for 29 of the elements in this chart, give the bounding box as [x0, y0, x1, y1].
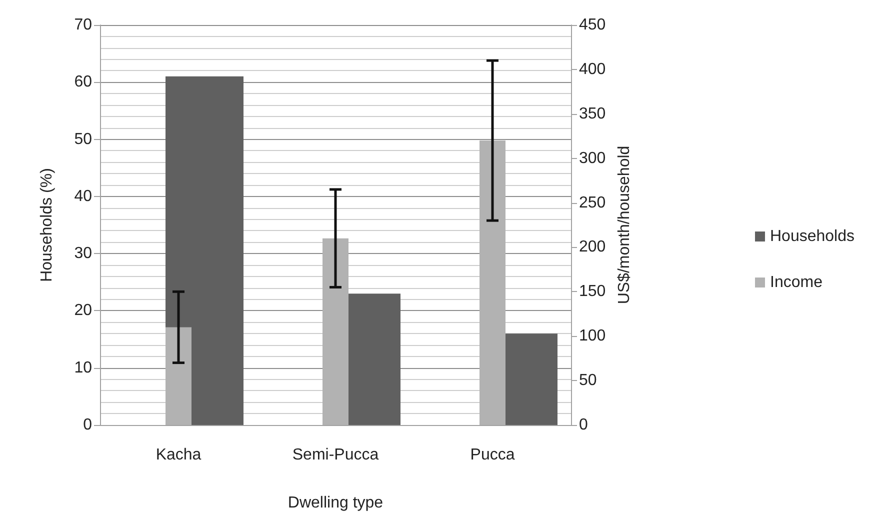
y-tick-label: 30: [74, 245, 92, 262]
bar: [480, 140, 506, 425]
x-tick-label: Kacha: [156, 446, 202, 464]
y2-tick-label: 150: [579, 283, 606, 300]
x-tick-label: Pucca: [470, 446, 515, 464]
legend-label: Income: [770, 274, 823, 291]
y2-tick-label: 450: [579, 16, 606, 34]
legend-label: Households: [770, 228, 854, 245]
y2-tick-label: 300: [579, 150, 606, 167]
y2-tick-label: 250: [579, 194, 606, 212]
y2-tick-label: 0: [579, 416, 588, 434]
y-tick-label: 70: [74, 16, 92, 34]
x-axis-title: Dwelling type: [288, 494, 384, 512]
y-tick-label: 50: [74, 130, 92, 148]
bar: [166, 327, 192, 425]
y2-tick-label: 400: [579, 60, 606, 78]
x-tick-label: Semi-Pucca: [292, 446, 379, 464]
y-tick-label: 10: [74, 359, 92, 376]
y-tick-label: 40: [74, 188, 92, 205]
y2-tick-label: 350: [579, 105, 606, 122]
y-tick-label: 20: [74, 302, 92, 320]
y-tick-label: 0: [83, 416, 92, 434]
y-axis-title: Households (%): [38, 168, 56, 282]
y2-tick-label: 50: [579, 372, 597, 390]
y2-tick-label: 100: [579, 328, 606, 345]
y2-tick-label: 200: [579, 238, 606, 256]
y-tick-label: 60: [74, 74, 92, 91]
y2-axis-title: US$/month/household: [616, 146, 634, 304]
bar: [166, 76, 244, 425]
